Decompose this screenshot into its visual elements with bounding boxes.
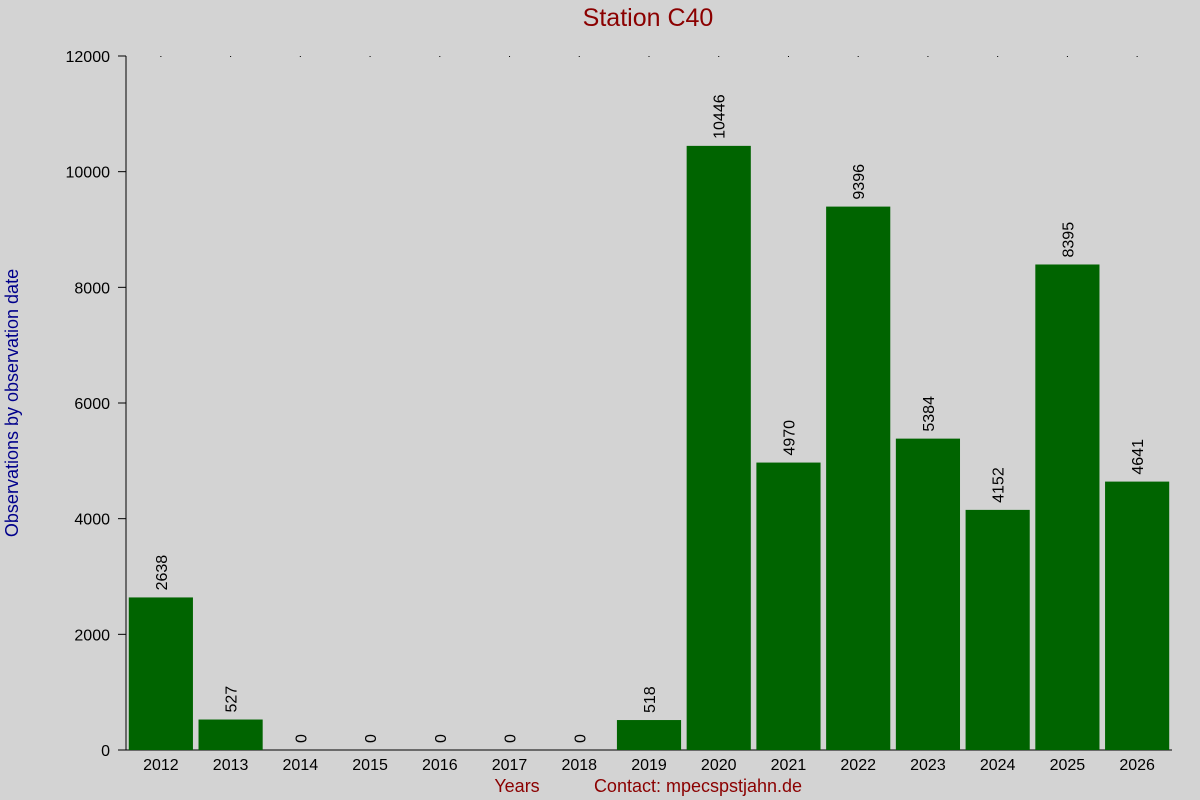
bar	[1035, 264, 1100, 750]
value-label: 518	[642, 686, 659, 713]
y-tick-label: 4000	[74, 512, 110, 529]
x-tick-label: 2015	[352, 757, 388, 774]
value-label: 4641	[1130, 439, 1147, 475]
top-tick	[787, 56, 789, 57]
value-label: 527	[224, 686, 241, 713]
bar	[965, 509, 1030, 750]
bar	[1105, 481, 1170, 750]
chart-title: Station C40	[583, 4, 714, 32]
value-label: 0	[363, 734, 380, 743]
bar	[756, 462, 821, 750]
value-label: 5384	[921, 396, 938, 432]
y-tick-label: 0	[101, 743, 110, 760]
top-tick	[1066, 56, 1068, 57]
bar	[198, 719, 263, 750]
bar	[826, 206, 891, 750]
x-tick-label: 2024	[980, 757, 1016, 774]
x-axis-label: Years	[494, 776, 539, 796]
bar	[616, 720, 682, 750]
y-tick-label: 2000	[74, 627, 110, 644]
top-tick	[857, 56, 859, 57]
bar	[895, 438, 961, 750]
x-tick-label: 2016	[422, 757, 458, 774]
value-label: 9396	[851, 164, 868, 200]
y-tick-label: 6000	[74, 396, 110, 413]
x-tick-label: 2017	[492, 757, 528, 774]
x-tick-label: 2018	[561, 757, 597, 774]
top-tick	[927, 56, 929, 57]
value-label: 0	[293, 734, 310, 743]
top-tick	[718, 56, 720, 57]
top-tick	[648, 56, 650, 57]
x-tick-label: 2012	[143, 757, 179, 774]
x-tick-label: 2025	[1050, 757, 1086, 774]
annotation: Contact: mpecspstjahn.de	[594, 776, 802, 796]
value-label: 10446	[712, 94, 729, 139]
x-tick-label: 2026	[1119, 757, 1155, 774]
x-tick-label: 2013	[213, 757, 249, 774]
bar	[128, 597, 193, 750]
value-label: 0	[572, 734, 589, 743]
value-label: 0	[433, 734, 450, 743]
value-label: 0	[503, 734, 520, 743]
y-tick-label: 8000	[74, 280, 110, 297]
top-tick	[1136, 56, 1138, 57]
top-tick	[509, 56, 511, 57]
top-tick	[160, 56, 162, 57]
value-label: 4152	[991, 467, 1008, 503]
x-tick-label: 2019	[631, 757, 667, 774]
y-tick-label: 12000	[66, 49, 111, 66]
top-tick	[230, 56, 232, 57]
y-axis-label: Observations by observation date	[2, 269, 22, 537]
top-tick	[369, 56, 371, 57]
bar	[686, 145, 751, 751]
top-tick	[299, 56, 301, 57]
top-tick	[439, 56, 441, 57]
x-tick-label: 2014	[283, 757, 319, 774]
y-tick-label: 10000	[66, 165, 111, 182]
top-tick	[997, 56, 999, 57]
x-tick-label: 2023	[910, 757, 946, 774]
top-tick	[578, 56, 580, 57]
x-tick-label: 2020	[701, 757, 737, 774]
value-label: 4970	[781, 420, 798, 456]
value-label: 8395	[1060, 222, 1077, 258]
x-tick-label: 2021	[771, 757, 807, 774]
value-label: 2638	[154, 555, 171, 591]
x-tick-label: 2022	[840, 757, 876, 774]
